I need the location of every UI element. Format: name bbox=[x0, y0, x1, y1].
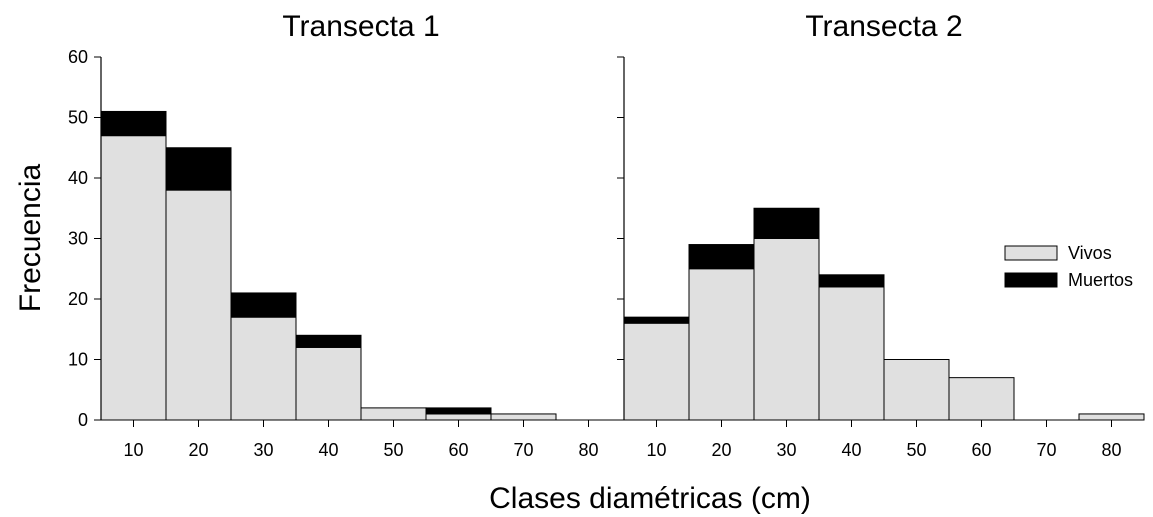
bar-vivos-60 bbox=[948, 377, 1015, 421]
bar-muertos-10 bbox=[623, 316, 690, 324]
bar-vivos-50 bbox=[360, 407, 427, 421]
bar-muertos-30 bbox=[230, 292, 297, 318]
bar-muertos-40 bbox=[818, 274, 885, 288]
bar-vivos-20 bbox=[165, 189, 232, 421]
bar-vivos-80 bbox=[1078, 413, 1145, 421]
legend-label-vivos: Vivos bbox=[1068, 243, 1112, 263]
bar-vivos-30 bbox=[753, 238, 820, 421]
x-tick-label: 10 bbox=[123, 440, 143, 460]
y-tick-label: 30 bbox=[68, 229, 88, 249]
x-axis-title: Clases diamétricas (cm) bbox=[489, 482, 811, 515]
x-tick-label: 40 bbox=[841, 440, 861, 460]
x-tick-label: 40 bbox=[318, 440, 338, 460]
bar-muertos-60 bbox=[425, 407, 492, 415]
x-tick-label: 20 bbox=[711, 440, 731, 460]
bar-muertos-20 bbox=[688, 244, 755, 270]
x-tick-label: 70 bbox=[1036, 440, 1056, 460]
x-tick-label: 50 bbox=[383, 440, 403, 460]
legend: Vivos Muertos bbox=[1004, 243, 1133, 290]
y-tick-label: 20 bbox=[68, 289, 88, 309]
y-axis-title: Frecuencia bbox=[14, 163, 47, 312]
legend-swatch-muertos bbox=[1004, 272, 1058, 288]
x-tick-label: 70 bbox=[513, 440, 533, 460]
chart-panels: 0 10 20 30 40 50 60 10 20 30 40 50 60 70 80 Transecta 1… bbox=[68, 10, 1145, 460]
x-tick-label: 60 bbox=[448, 440, 468, 460]
panel-1: 0 10 20 30 40 50 60 10 20 30 40 50 60 70 80 Transecta 1 bbox=[68, 10, 621, 460]
x-tick-label: 10 bbox=[646, 440, 666, 460]
bar-vivos-50 bbox=[883, 359, 950, 421]
bar-vivos-10 bbox=[623, 322, 690, 421]
bar-muertos-30 bbox=[753, 207, 820, 239]
panel-title: Transecta 2 bbox=[805, 10, 962, 43]
legend-label-muertos: Muertos bbox=[1068, 270, 1133, 290]
x-tick-label: 80 bbox=[1101, 440, 1121, 460]
x-tick-label: 80 bbox=[578, 440, 598, 460]
x-tick-label: 20 bbox=[188, 440, 208, 460]
panel-title: Transecta 1 bbox=[282, 10, 439, 43]
y-tick-label: 0 bbox=[78, 410, 88, 430]
x-tick-label: 50 bbox=[906, 440, 926, 460]
bar-vivos-40 bbox=[295, 346, 362, 421]
bar-vivos-20 bbox=[688, 268, 755, 421]
bar-muertos-20 bbox=[165, 147, 232, 191]
legend-swatch-vivos bbox=[1004, 245, 1058, 261]
y-tick-label: 50 bbox=[68, 108, 88, 128]
x-tick-label: 30 bbox=[253, 440, 273, 460]
bar-vivos-40 bbox=[818, 286, 885, 421]
bar-vivos-30 bbox=[230, 316, 297, 421]
bar-muertos-40 bbox=[295, 334, 362, 348]
x-tick-label: 30 bbox=[776, 440, 796, 460]
y-tick-label: 10 bbox=[68, 350, 88, 370]
bar-muertos-10 bbox=[100, 110, 167, 137]
bar-vivos-10 bbox=[100, 135, 167, 421]
bar-vivos-70 bbox=[490, 413, 557, 421]
y-tick-label: 60 bbox=[68, 47, 88, 67]
bar-vivos-60 bbox=[425, 413, 492, 421]
x-tick-label: 60 bbox=[971, 440, 991, 460]
y-tick-label: 40 bbox=[68, 168, 88, 188]
panel-2: 10 20 30 40 50 60 70 80 Transecta 2 bbox=[617, 10, 1145, 460]
